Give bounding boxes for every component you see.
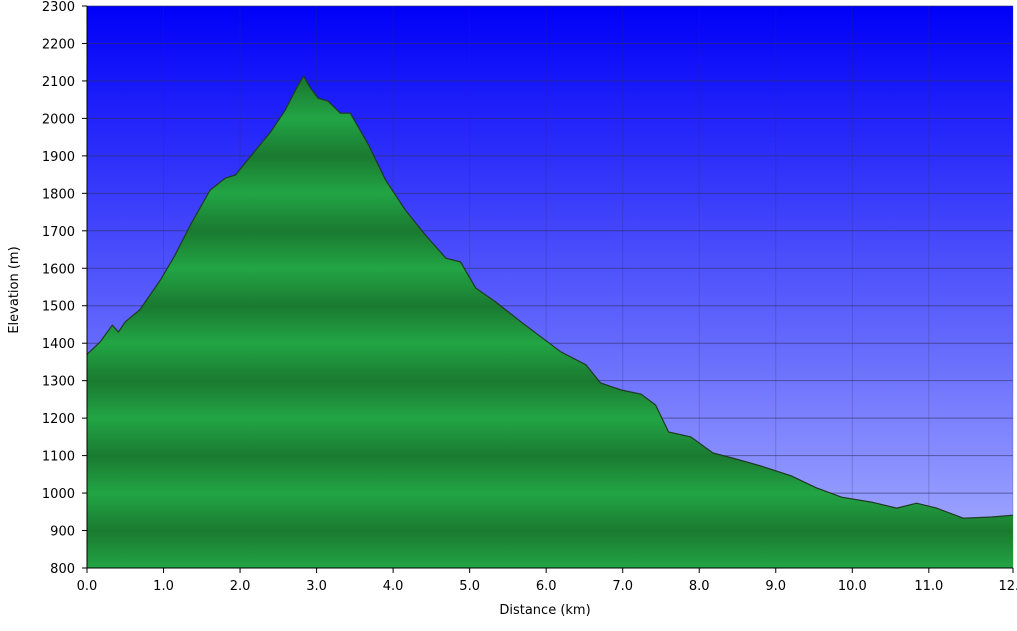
area-outline [86, 74, 1014, 519]
x-tick-label: 9.0 [765, 579, 786, 594]
x-tick-label: 7.0 [612, 579, 633, 594]
x-tick-label: 11.0 [914, 579, 943, 594]
y-tick-label: 2300 [42, 0, 75, 15]
y-tick-label: 1900 [42, 150, 75, 165]
y-tick-label: 1400 [42, 337, 75, 352]
y-tick-label: 1500 [42, 300, 75, 315]
y-tick-label: 2000 [42, 112, 75, 127]
x-tick-label: 8.0 [689, 579, 710, 594]
x-tick-label: 2.0 [230, 579, 251, 594]
y-axis-label: Elevation (m) [7, 246, 22, 333]
y-tick-label: 1600 [42, 262, 75, 277]
y-tick-label: 1700 [42, 225, 75, 240]
y-tick-label: 2200 [42, 37, 75, 52]
x-tick-label: 5.0 [459, 579, 480, 594]
y-tick-label: 1800 [42, 187, 75, 202]
y-tick-label: 1300 [42, 375, 75, 390]
y-tick-label: 2100 [42, 75, 75, 90]
x-tick-label: 3.0 [306, 579, 327, 594]
x-tick-label: 1.0 [153, 579, 174, 594]
y-tick-label: 800 [50, 562, 75, 577]
x-tick-label: 10.0 [838, 579, 867, 594]
x-axis-label: Distance (km) [499, 603, 590, 618]
y-tick-label: 1000 [42, 487, 75, 502]
x-tick-label: 6.0 [536, 579, 557, 594]
x-tick-label: 0.0 [77, 579, 98, 594]
y-tick-label: 1100 [42, 450, 75, 465]
y-tick-label: 1200 [42, 412, 75, 427]
x-tick-label: 4.0 [383, 579, 404, 594]
x-tick-label: 12.1 [999, 579, 1017, 594]
y-tick-label: 900 [50, 525, 75, 540]
area-fill [87, 76, 1013, 568]
